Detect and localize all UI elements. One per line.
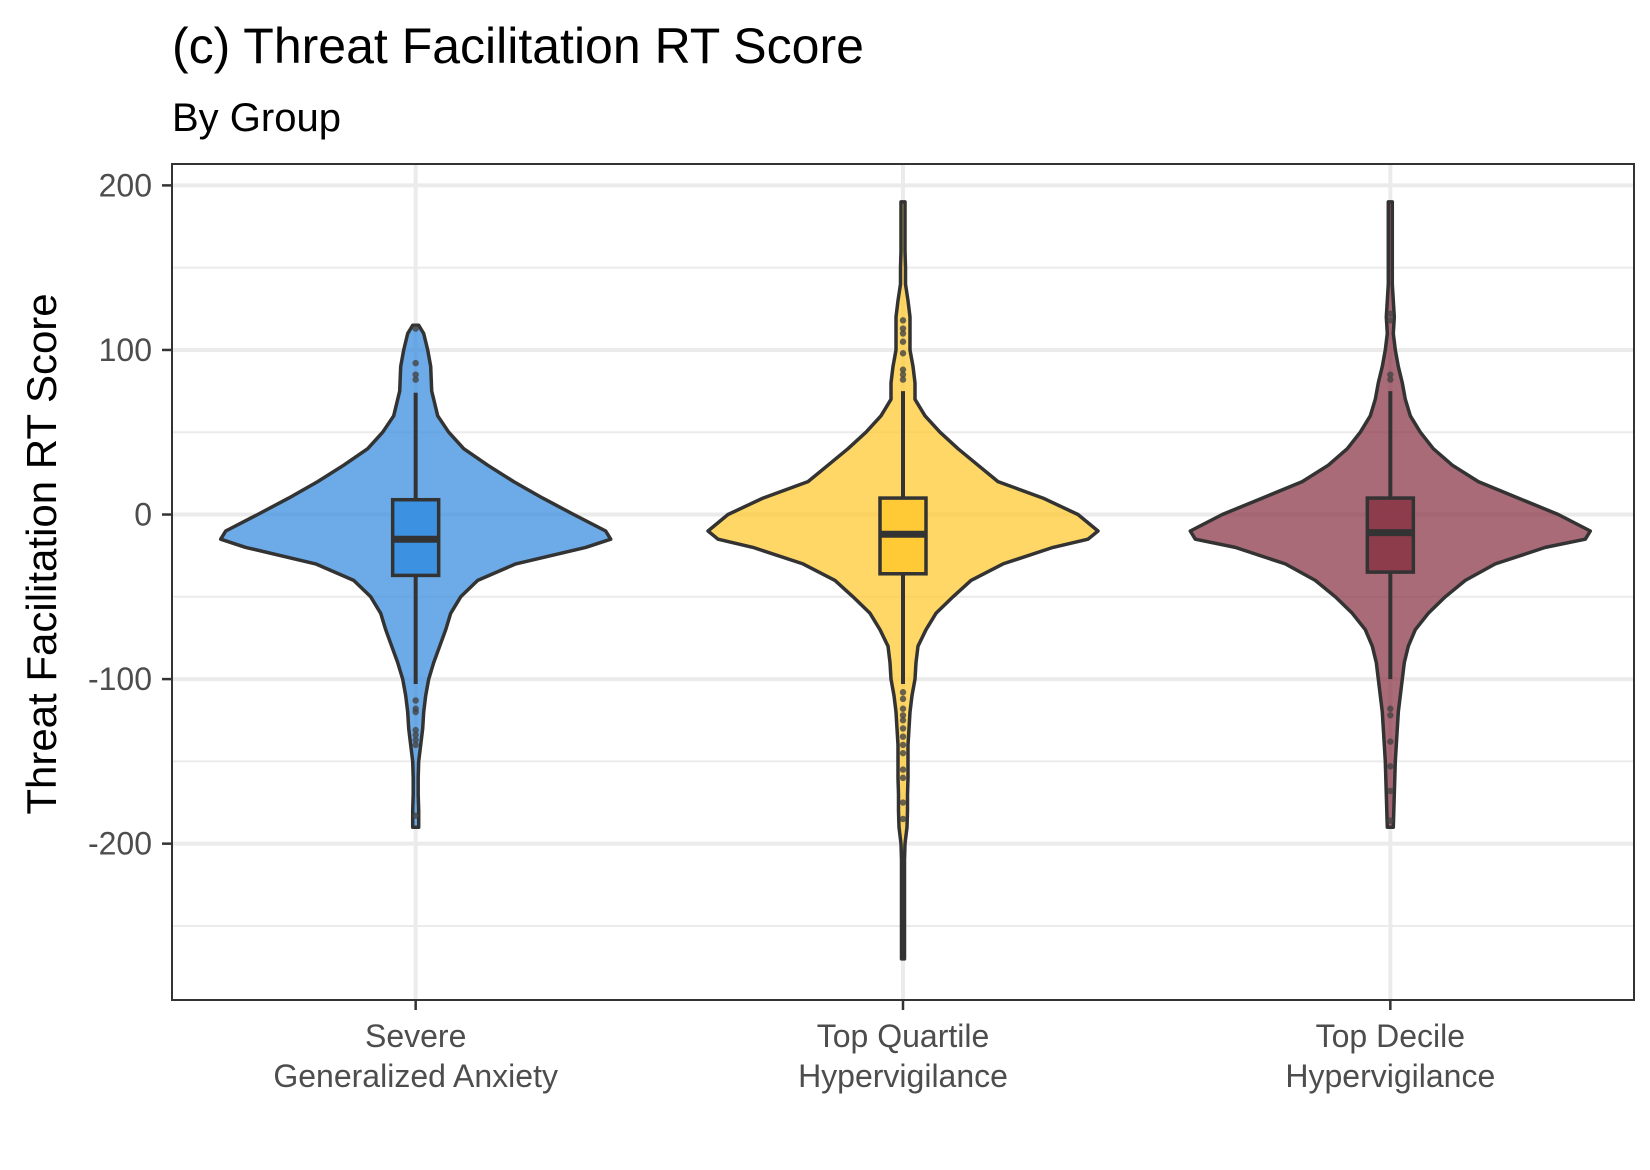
chart-subtitle: By Group <box>172 96 341 140</box>
outlier-point <box>899 330 907 337</box>
outlier-point <box>899 766 907 773</box>
outlier-point <box>412 812 419 819</box>
outlier-point <box>899 749 907 757</box>
plot-area: 200 100 0 -100 -200 Severe Generalized Anxiety… <box>88 163 1635 1094</box>
outlier-point <box>899 366 907 373</box>
outlier-point <box>899 733 907 740</box>
x-tick-label: Top Quartile <box>817 1018 990 1054</box>
outlier-point <box>899 350 907 357</box>
violin-group <box>706 200 1100 961</box>
y-tick-label: -200 <box>88 826 152 862</box>
outlier-point <box>412 371 419 378</box>
outlier-point <box>899 689 907 696</box>
outlier-point <box>899 717 907 724</box>
x-tick-label: Severe <box>365 1018 466 1054</box>
outlier-point <box>1387 371 1394 378</box>
outlier-point <box>412 697 419 704</box>
x-tick-label: Hypervigilance <box>1285 1058 1495 1094</box>
outlier-point <box>1387 310 1394 317</box>
outlier-point <box>1387 787 1394 795</box>
outlier-point <box>412 726 419 734</box>
violin-group <box>218 323 613 829</box>
outlier-point <box>899 799 907 806</box>
y-axis-label: Threat Facilitation RT Score <box>18 293 65 814</box>
outlier-point <box>412 731 419 739</box>
outlier-point <box>899 815 907 823</box>
outlier-point <box>899 338 907 345</box>
outlier-point <box>899 705 907 712</box>
y-tick-label: 200 <box>99 167 152 203</box>
outlier-point <box>899 725 907 732</box>
x-tick-label: Top Decile <box>1316 1018 1465 1054</box>
violin-group <box>1188 200 1593 829</box>
outlier-point <box>899 774 907 782</box>
outlier-point <box>899 741 907 749</box>
outlier-point <box>899 317 907 324</box>
outlier-point <box>899 371 907 378</box>
outlier-point <box>1387 376 1394 383</box>
outlier-point <box>412 708 419 716</box>
outlier-point <box>1387 738 1394 745</box>
chart-title: (c) Threat Facilitation RT Score <box>172 18 864 74</box>
outlier-point <box>1387 317 1394 324</box>
outlier-point <box>1387 763 1394 770</box>
outlier-point <box>1387 817 1394 824</box>
outlier-point <box>899 695 907 703</box>
outlier-point <box>1387 705 1394 712</box>
y-tick-label: 100 <box>99 332 152 368</box>
outlier-point <box>412 359 419 367</box>
outlier-point <box>899 376 907 383</box>
x-tick-label: Hypervigilance <box>798 1058 1008 1094</box>
outlier-point <box>899 712 907 719</box>
outlier-point <box>412 376 419 383</box>
x-tick-label: Generalized Anxiety <box>273 1058 558 1094</box>
y-tick-label: 0 <box>134 497 152 533</box>
outlier-point <box>899 325 907 332</box>
outlier-point <box>1387 712 1394 719</box>
outlier-point <box>412 736 419 744</box>
y-tick-label: -100 <box>88 661 152 697</box>
outlier-point <box>412 741 419 749</box>
outlier-point <box>412 325 419 332</box>
